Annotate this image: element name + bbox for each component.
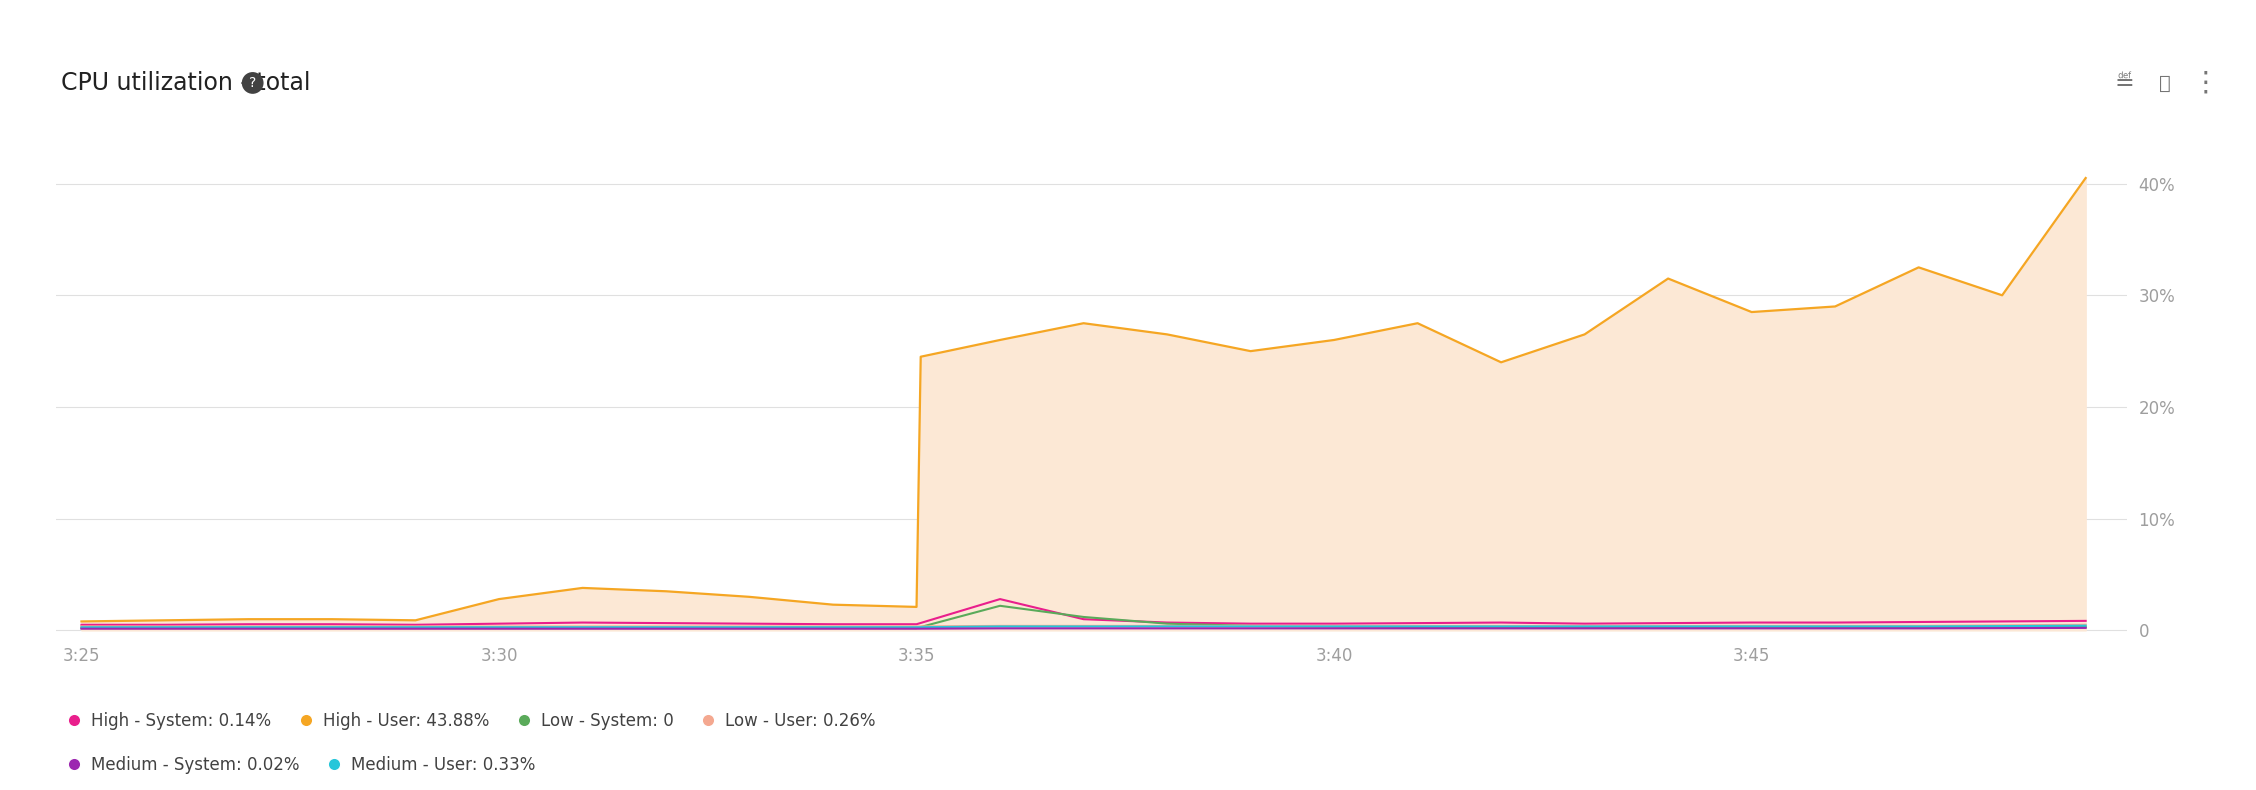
Text: CPU utilization - total: CPU utilization - total [61,71,311,95]
Text: ⋮: ⋮ [2191,69,2220,97]
Text: ?: ? [248,76,257,90]
Legend: High - System: 0.14%, High - User: 43.88%, Low - System: 0, Low - User: 0.26%: High - System: 0.14%, High - User: 43.88… [70,713,875,730]
Text: ≝: ≝ [2114,71,2134,95]
Text: ⬜: ⬜ [2159,73,2170,92]
Legend: Medium - System: 0.02%, Medium - User: 0.33%: Medium - System: 0.02%, Medium - User: 0… [70,756,535,773]
